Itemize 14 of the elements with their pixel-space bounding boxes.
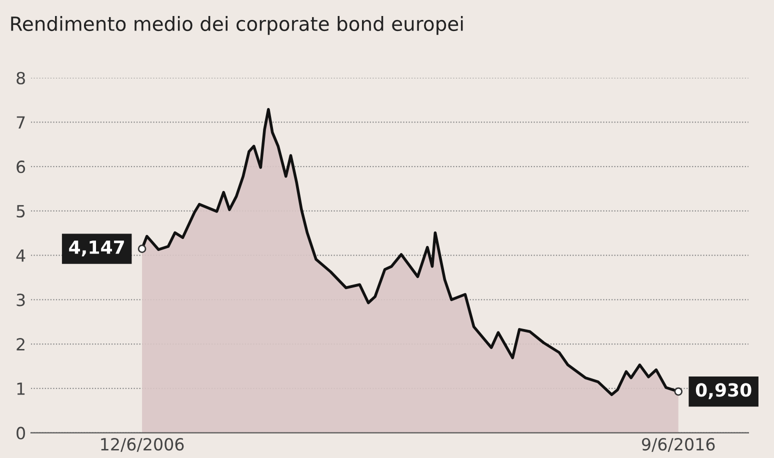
chart-title: Rendimento medio dei corporate bond europei (11, 16, 463, 35)
y-tick-label: 2 (16, 338, 24, 350)
y-tick-label: 3 (16, 294, 25, 306)
y-tick-label: 1 (17, 382, 25, 395)
y-tick-label: 8 (16, 72, 25, 84)
y-tick-label: 4 (16, 250, 26, 262)
y-tick-label: 7 (16, 116, 25, 129)
y-tick-label: 0 (16, 426, 25, 440)
y-tick-label: 6 (16, 160, 26, 174)
x-tick-label: 9/6/2016 (642, 438, 715, 452)
annotation: 0,930 (696, 383, 752, 400)
y-tick-label: 5 (16, 205, 25, 218)
x-tick-label: 12/6/2006 (101, 438, 184, 452)
annotation: 4,147 (69, 240, 124, 256)
